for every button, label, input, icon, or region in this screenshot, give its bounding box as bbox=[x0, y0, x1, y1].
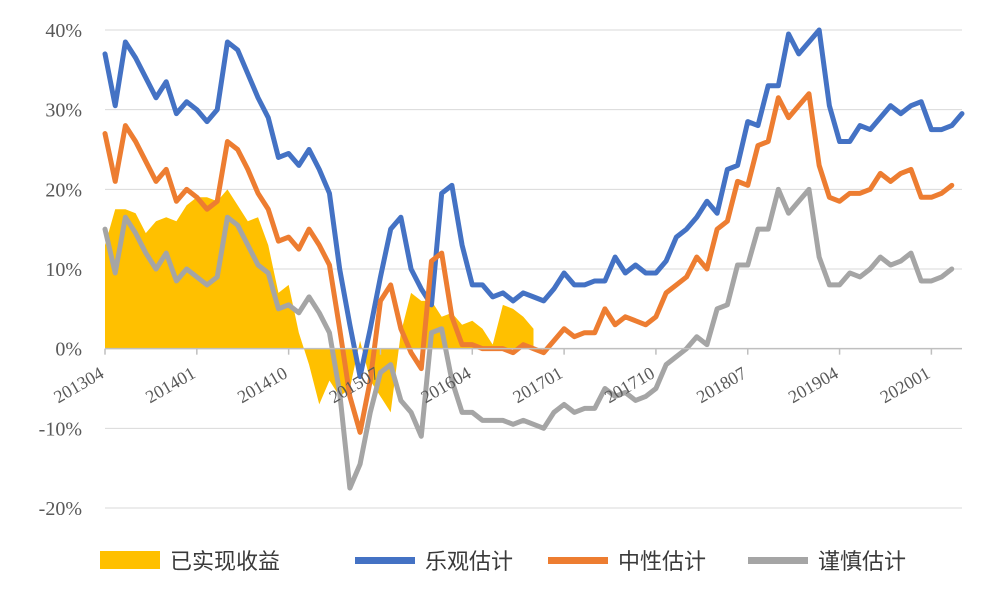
legend-label: 中性估计 bbox=[618, 550, 707, 575]
x-tick-label: 201807 bbox=[693, 363, 750, 407]
area-series-layer bbox=[105, 189, 534, 413]
legend-label: 乐观估计 bbox=[425, 550, 514, 575]
line-series-layer bbox=[102, 27, 965, 491]
x-tick-label: 201701 bbox=[509, 363, 566, 407]
legend-item: 谨慎估计 bbox=[748, 544, 906, 576]
x-tick-label: 201304 bbox=[50, 363, 107, 407]
x-tick-label: 201401 bbox=[142, 363, 199, 407]
legend-item: 已实现收益 bbox=[100, 544, 280, 576]
x-tick-label: 202001 bbox=[877, 363, 934, 407]
legend-item: 中性估计 bbox=[548, 544, 706, 576]
y-tick-label: 10% bbox=[45, 259, 82, 281]
legend-swatch bbox=[355, 556, 415, 564]
line-series-cautious bbox=[102, 186, 955, 491]
line-series-neutral bbox=[102, 91, 955, 435]
y-tick-label: -10% bbox=[39, 418, 82, 440]
y-tick-label: 20% bbox=[45, 179, 82, 201]
legend-swatch bbox=[748, 556, 808, 564]
legend-label: 已实现收益 bbox=[170, 550, 281, 575]
x-axis-ticks: 201304 201401 201410 201507 201604 201701 2017… bbox=[50, 363, 933, 407]
legend-swatch bbox=[100, 551, 160, 569]
y-tick-label: 0% bbox=[55, 339, 82, 361]
line-series-optimistic bbox=[102, 27, 965, 380]
y-tick-label: 40% bbox=[45, 20, 82, 42]
y-tick-label: 30% bbox=[45, 100, 82, 122]
area-series-realized bbox=[105, 189, 534, 413]
chart: 40% 30% 20% 10% 0% -10% -20% 201304 201401 20141… bbox=[39, 20, 965, 520]
y-tick-label: -20% bbox=[39, 498, 82, 520]
y-axis-ticks: 40% 30% 20% 10% 0% -10% -20% bbox=[39, 20, 82, 520]
legend-item: 乐观估计 bbox=[355, 544, 513, 576]
legend: 已实现收益 乐观估计 中性估计 谨慎估计 bbox=[0, 536, 981, 586]
x-tick-label: 201710 bbox=[601, 363, 658, 407]
legend-swatch bbox=[548, 556, 608, 564]
x-tick-label: 201904 bbox=[785, 363, 842, 407]
x-tick-label: 201410 bbox=[234, 363, 291, 407]
x-axis bbox=[104, 347, 962, 355]
legend-label: 谨慎估计 bbox=[818, 550, 907, 575]
